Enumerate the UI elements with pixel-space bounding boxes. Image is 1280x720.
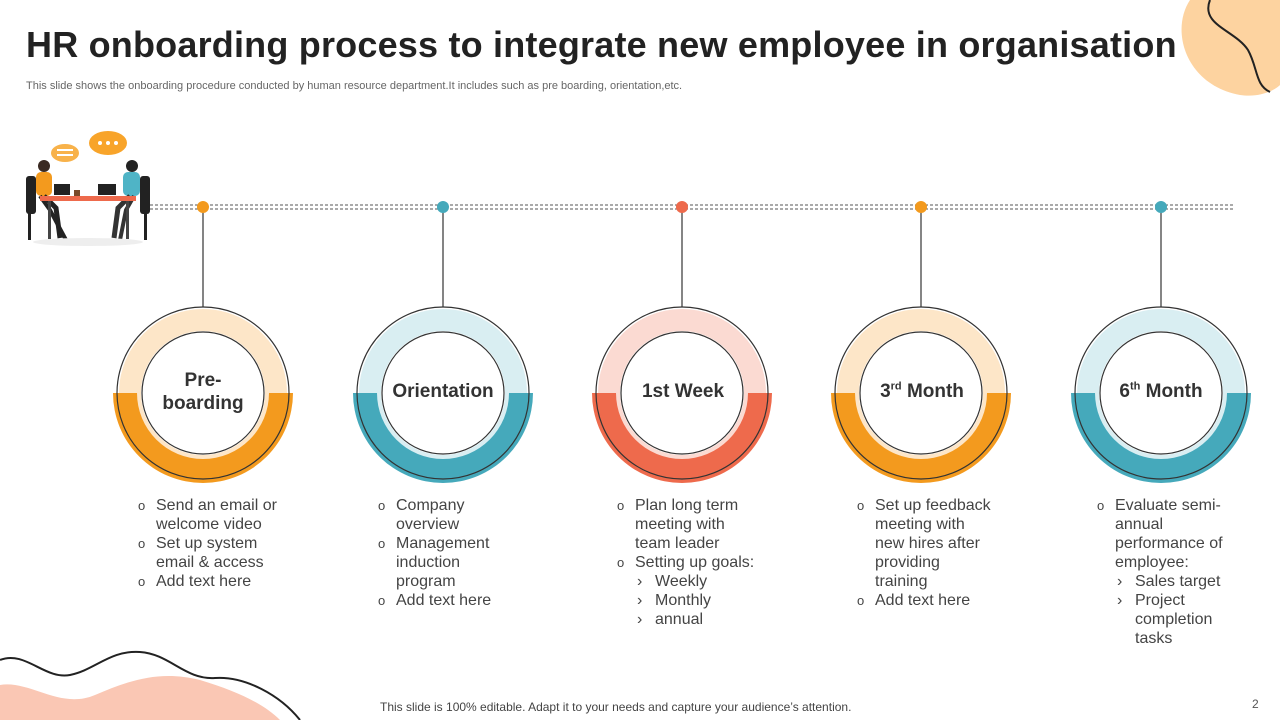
list-subitem: Project completion tasks	[1097, 591, 1232, 648]
list-item: Evaluate semi-annual performance of empl…	[1097, 496, 1232, 572]
ring-color-band	[1071, 393, 1251, 483]
list-subitem: Sales target	[1097, 572, 1232, 591]
list-item: Add text here	[378, 591, 518, 610]
inner-circle	[859, 331, 983, 455]
list-subitem: Monthly	[617, 591, 757, 610]
inner-circle	[620, 331, 744, 455]
ring-color-band	[113, 393, 293, 483]
step-bullets-3rd-month: Set up feedback meeting with new hires a…	[857, 496, 992, 610]
meeting-illustration	[26, 131, 150, 246]
inner-circle	[141, 331, 265, 455]
ring-color-band	[353, 393, 533, 483]
step-bullets-1st-week: Plan long term meeting with team leader …	[617, 496, 757, 629]
timeline-dot	[915, 201, 927, 213]
list-item: Send an email or welcome video	[138, 496, 278, 534]
step-label-1st-week: 1st Week	[641, 381, 725, 402]
step-label-orientation: Orientation	[392, 381, 494, 402]
list-item: Set up feedback meeting with new hires a…	[857, 496, 992, 591]
step-bullets-orientation: Company overview Management induction pr…	[378, 496, 518, 610]
outer-ring-bottom	[595, 392, 769, 480]
timeline-dot	[1155, 201, 1167, 213]
list-item: Company overview	[378, 496, 518, 534]
list-item: Add text here	[857, 591, 992, 610]
outer-ring-bottom	[1074, 392, 1248, 480]
corner-decoration-top-right	[1181, 0, 1280, 96]
list-item: Set up system email & access	[138, 534, 278, 572]
inner-circle	[381, 331, 505, 455]
list-item: Plan long term meeting with team leader	[617, 496, 757, 553]
outer-ring-bottom	[356, 392, 530, 480]
inner-circle	[1099, 331, 1223, 455]
step-label-pre-boarding: Pre- boarding	[162, 370, 244, 414]
page-title: HR onboarding process to integrate new e…	[26, 24, 1177, 65]
outer-ring-bottom	[834, 392, 1008, 480]
list-item: Setting up goals:	[617, 553, 757, 572]
list-item: Management induction program	[378, 534, 518, 591]
list-subitem: Weekly	[617, 572, 757, 591]
timeline-dot	[437, 201, 449, 213]
step-label-3rd-month: 3rd Month	[880, 380, 964, 402]
page-subtitle: This slide shows the onboarding procedur…	[26, 80, 683, 92]
step-bullets-6th-month: Evaluate semi-annual performance of empl…	[1097, 496, 1232, 648]
page-number: 2	[1252, 697, 1259, 711]
list-subitem: annual	[617, 610, 757, 629]
list-item: Add text here	[138, 572, 278, 591]
timeline-dot	[676, 201, 688, 213]
timeline-dot	[197, 201, 209, 213]
ring-color-band	[592, 393, 772, 483]
footer-note: This slide is 100% editable. Adapt it to…	[380, 700, 852, 714]
step-label-6th-month: 6th Month	[1119, 380, 1203, 402]
corner-decoration-bottom-left	[0, 650, 301, 720]
step-bullets-pre-boarding: Send an email or welcome video Set up sy…	[138, 496, 278, 591]
ring-color-band	[831, 393, 1011, 483]
outer-ring-bottom	[116, 392, 290, 480]
